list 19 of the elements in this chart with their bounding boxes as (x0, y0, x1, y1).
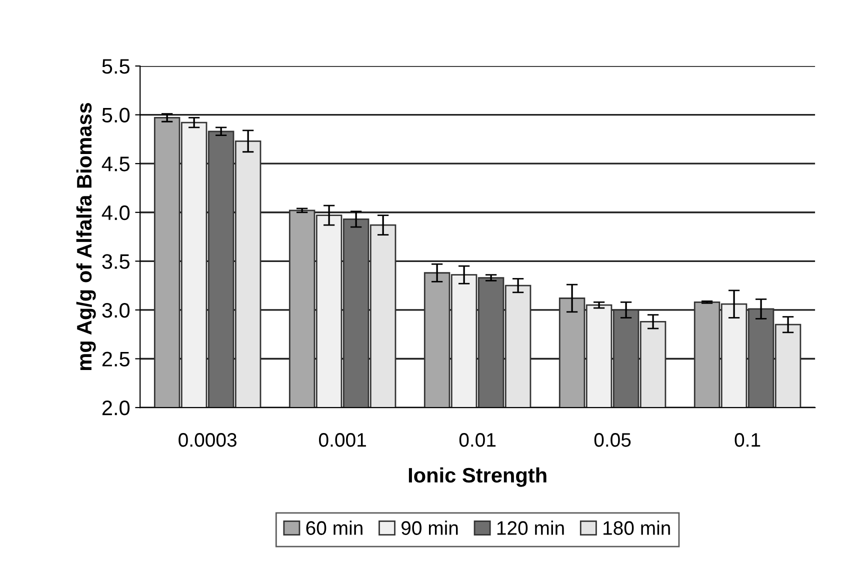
x-tick-label: 0.0003 (178, 433, 236, 447)
legend-label: 180 min (604, 520, 670, 535)
y-tick-label: 4.5 (102, 156, 130, 172)
legend-label: 60 min (306, 520, 362, 535)
x-tick-label: 0.01 (459, 433, 496, 447)
y-tick-label: 4.0 (102, 205, 130, 220)
y-tick-label: 5.5 (102, 59, 130, 74)
y-tick-label: 3.0 (102, 302, 130, 318)
y-axis-title: mg Ag/g of Alfalfa Biomass (76, 102, 96, 370)
x-axis-title: Ionic Strength (408, 467, 546, 487)
x-tick-label: 0.001 (319, 433, 366, 447)
x-tick-label: 0.05 (594, 433, 631, 447)
y-tick-label: 5.0 (102, 108, 130, 123)
y-tick-label: 3.5 (102, 254, 130, 269)
legend-label: 120 min (497, 520, 564, 535)
legend-label: 90 min (402, 520, 458, 535)
x-tick-label: 0.1 (734, 433, 760, 447)
y-tick-label: 2.0 (102, 400, 130, 416)
y-tick-label: 2.5 (102, 352, 130, 367)
